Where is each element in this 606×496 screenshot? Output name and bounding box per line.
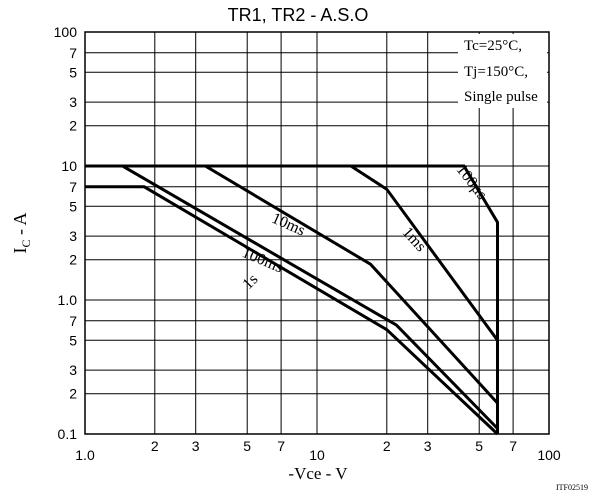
y-axis-label: IC - A — [10, 212, 33, 253]
chart-title: TR1, TR2 - A.S.O — [228, 5, 369, 25]
condition-tj: Tj=150°C, — [464, 64, 528, 80]
y-axis-label-sub: C — [19, 239, 33, 247]
tick-labels: 1.0 2 3 5 7 10 2 3 5 7 100 0.1 2 3 5 7 1.0 2 3 5 7 10 2 3 5 7 100 — [54, 24, 561, 463]
y-tick-label: 10 — [61, 158, 77, 174]
x-tick-label: 100 — [537, 447, 561, 463]
y-tick-label: 100 — [54, 24, 78, 40]
curve-label: 1ms — [399, 224, 429, 255]
x-tick-label: 5 — [243, 438, 251, 454]
y-tick-label: 2 — [69, 386, 77, 402]
y-tick-label: 0.1 — [58, 426, 78, 442]
x-tick-label: 5 — [475, 438, 483, 454]
figure-code: ITF02519 — [556, 483, 588, 492]
y-tick-label: 7 — [69, 45, 77, 61]
y-tick-label: 5 — [69, 64, 77, 80]
y-tick-label: 5 — [69, 332, 77, 348]
series-line-3 — [85, 164, 499, 430]
plot-frame — [84, 31, 550, 435]
y-tick-label: 1.0 — [58, 292, 78, 308]
conditions-box: Tc=25°C, Tj=150°C, Single pulse — [458, 34, 547, 108]
y-tick-label: 5 — [69, 198, 77, 214]
y-tick-label: 7 — [69, 313, 77, 329]
x-tick-label: 10 — [309, 447, 325, 463]
conditions-background — [458, 34, 547, 108]
y-tick-label: 2 — [69, 118, 77, 134]
curve-label: 10ms — [269, 210, 308, 240]
curve-label: 1s — [239, 271, 261, 293]
curves — [85, 164, 499, 436]
y-axis-label-tail: - A — [10, 212, 30, 239]
y-axis-label-main: I — [10, 248, 30, 254]
condition-pulse: Single pulse — [464, 89, 538, 105]
x-tick-label: 2 — [151, 438, 159, 454]
x-tick-label: 7 — [509, 438, 517, 454]
x-axis-label: -Vce - V — [288, 464, 348, 483]
y-tick-label: 2 — [69, 252, 77, 268]
y-tick-label: 3 — [69, 362, 77, 378]
series-line-4 — [85, 185, 499, 436]
curve-label: 100µs — [453, 161, 491, 203]
y-tick-label: 3 — [69, 94, 77, 110]
x-tick-label: 3 — [424, 438, 432, 454]
x-tick-label: 7 — [277, 438, 285, 454]
y-tick-label: 3 — [69, 228, 77, 244]
y-tick-label: 7 — [69, 179, 77, 195]
x-tick-label: 2 — [383, 438, 391, 454]
x-tick-label: 3 — [192, 438, 200, 454]
x-tick-label: 1.0 — [75, 447, 95, 463]
series-line-2 — [85, 164, 499, 405]
series-line-1 — [85, 164, 499, 342]
condition-tc: Tc=25°C, — [464, 38, 522, 54]
